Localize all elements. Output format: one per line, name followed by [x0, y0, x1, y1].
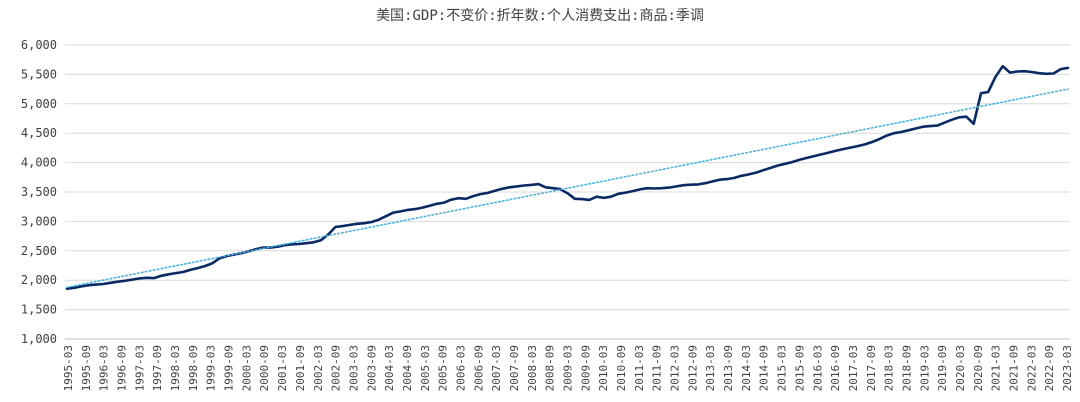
x-tick-label: 2006-03 — [454, 345, 467, 391]
x-tick-label: 2003-09 — [365, 345, 378, 391]
x-tick-label: 2007-03 — [490, 345, 503, 391]
x-tick-label: 2015-09 — [793, 345, 806, 391]
x-tick-label: 2004-09 — [401, 345, 414, 391]
y-tick-label: 5,000 — [21, 97, 57, 111]
x-tick-label: 2016-09 — [829, 345, 842, 391]
y-tick-label: 4,000 — [21, 156, 57, 170]
x-tick-label: 2020-03 — [954, 345, 967, 391]
x-tick-label: 1995-09 — [80, 345, 93, 391]
x-tick-label: 1997-09 — [151, 345, 164, 391]
x-tick-label: 2007-09 — [508, 345, 521, 391]
y-tick-label: 3,500 — [21, 185, 57, 199]
x-tick-label: 1999-03 — [205, 345, 218, 391]
y-tick-label: 6,000 — [21, 38, 57, 52]
x-tick-label: 2021-09 — [1007, 345, 1020, 391]
x-tick-label: 2017-09 — [865, 345, 878, 391]
x-tick-label: 2019-03 — [918, 345, 931, 391]
x-tick-label: 1995-03 — [62, 345, 75, 391]
x-tick-label: 2011-09 — [651, 345, 664, 391]
x-tick-label: 2014-03 — [740, 345, 753, 391]
x-tick-label: 2008-03 — [526, 345, 539, 391]
x-tick-label: 2019-09 — [936, 345, 949, 391]
x-tick-label: 2018-09 — [900, 345, 913, 391]
series-lines — [65, 64, 1070, 291]
x-tick-label: 1996-09 — [116, 345, 129, 391]
x-tick-label: 2008-09 — [544, 345, 557, 391]
x-tick-label: 2013-09 — [722, 345, 735, 391]
x-tick-label: 2023-03 — [1061, 345, 1074, 391]
x-tick-label: 2020-09 — [972, 345, 985, 391]
x-tick-label: 1996-03 — [98, 345, 111, 391]
x-tick-label: 2009-03 — [562, 345, 575, 391]
y-tick-label: 2,000 — [21, 273, 57, 287]
x-tick-label: 2017-03 — [847, 345, 860, 391]
x-tick-label: 2006-09 — [472, 345, 485, 391]
x-tick-label: 2015-03 — [776, 345, 789, 391]
trend-line — [66, 88, 1069, 289]
x-tick-label: 2011-03 — [633, 345, 646, 391]
x-tick-label: 2014-09 — [758, 345, 771, 391]
x-tick-label: 1998-09 — [187, 345, 200, 391]
series-line — [65, 64, 1070, 291]
x-tick-label: 2001-03 — [276, 345, 289, 391]
x-tick-label: 1999-09 — [223, 345, 236, 391]
x-tick-label: 2013-03 — [704, 345, 717, 391]
y-tick-label: 2,500 — [21, 244, 57, 258]
x-tick-label: 2021-03 — [990, 345, 1003, 391]
y-tick-label: 1,000 — [21, 332, 57, 346]
x-tick-label: 2012-09 — [686, 345, 699, 391]
x-tick-label: 2000-09 — [258, 345, 271, 391]
x-tick-label: 2002-03 — [312, 345, 325, 391]
x-tick-label: 2003-03 — [347, 345, 360, 391]
x-tick-label: 2010-09 — [615, 345, 628, 391]
x-tick-label: 1998-03 — [169, 345, 182, 391]
x-tick-label: 2000-03 — [240, 345, 253, 391]
chart-title: 美国:GDP:不变价:折年数:个人消费支出:商品:季调 — [376, 8, 704, 24]
x-tick-label: 2010-03 — [597, 345, 610, 391]
x-tick-label: 2022-03 — [1025, 345, 1038, 391]
x-tick-label: 2004-03 — [383, 345, 396, 391]
x-tick-label: 2005-03 — [419, 345, 432, 391]
x-tick-label: 2022-09 — [1043, 345, 1056, 391]
x-tick-label: 2018-03 — [883, 345, 896, 391]
x-tick-label: 2002-09 — [330, 345, 343, 391]
gridlines — [65, 44, 1070, 340]
x-tick-label: 2001-09 — [294, 345, 307, 391]
x-tick-label: 1997-03 — [133, 345, 146, 391]
y-tick-label: 3,000 — [21, 214, 57, 228]
x-tick-label: 2012-03 — [669, 345, 682, 391]
y-tick-label: 1,500 — [21, 303, 57, 317]
x-tick-label: 2016-03 — [811, 345, 824, 391]
x-axis-ticks: 1995-03 1995-09 1996-03 1996-09 1997-03 1997-… — [62, 345, 1074, 391]
y-axis-ticks: 1,000 1,500 2,000 2,500 3,000 3,500 4,000 4,500… — [21, 38, 57, 346]
y-tick-label: 4,500 — [21, 126, 57, 140]
x-tick-label: 2009-09 — [579, 345, 592, 391]
x-tick-label: 2005-09 — [437, 345, 450, 391]
y-tick-label: 5,500 — [21, 67, 57, 81]
